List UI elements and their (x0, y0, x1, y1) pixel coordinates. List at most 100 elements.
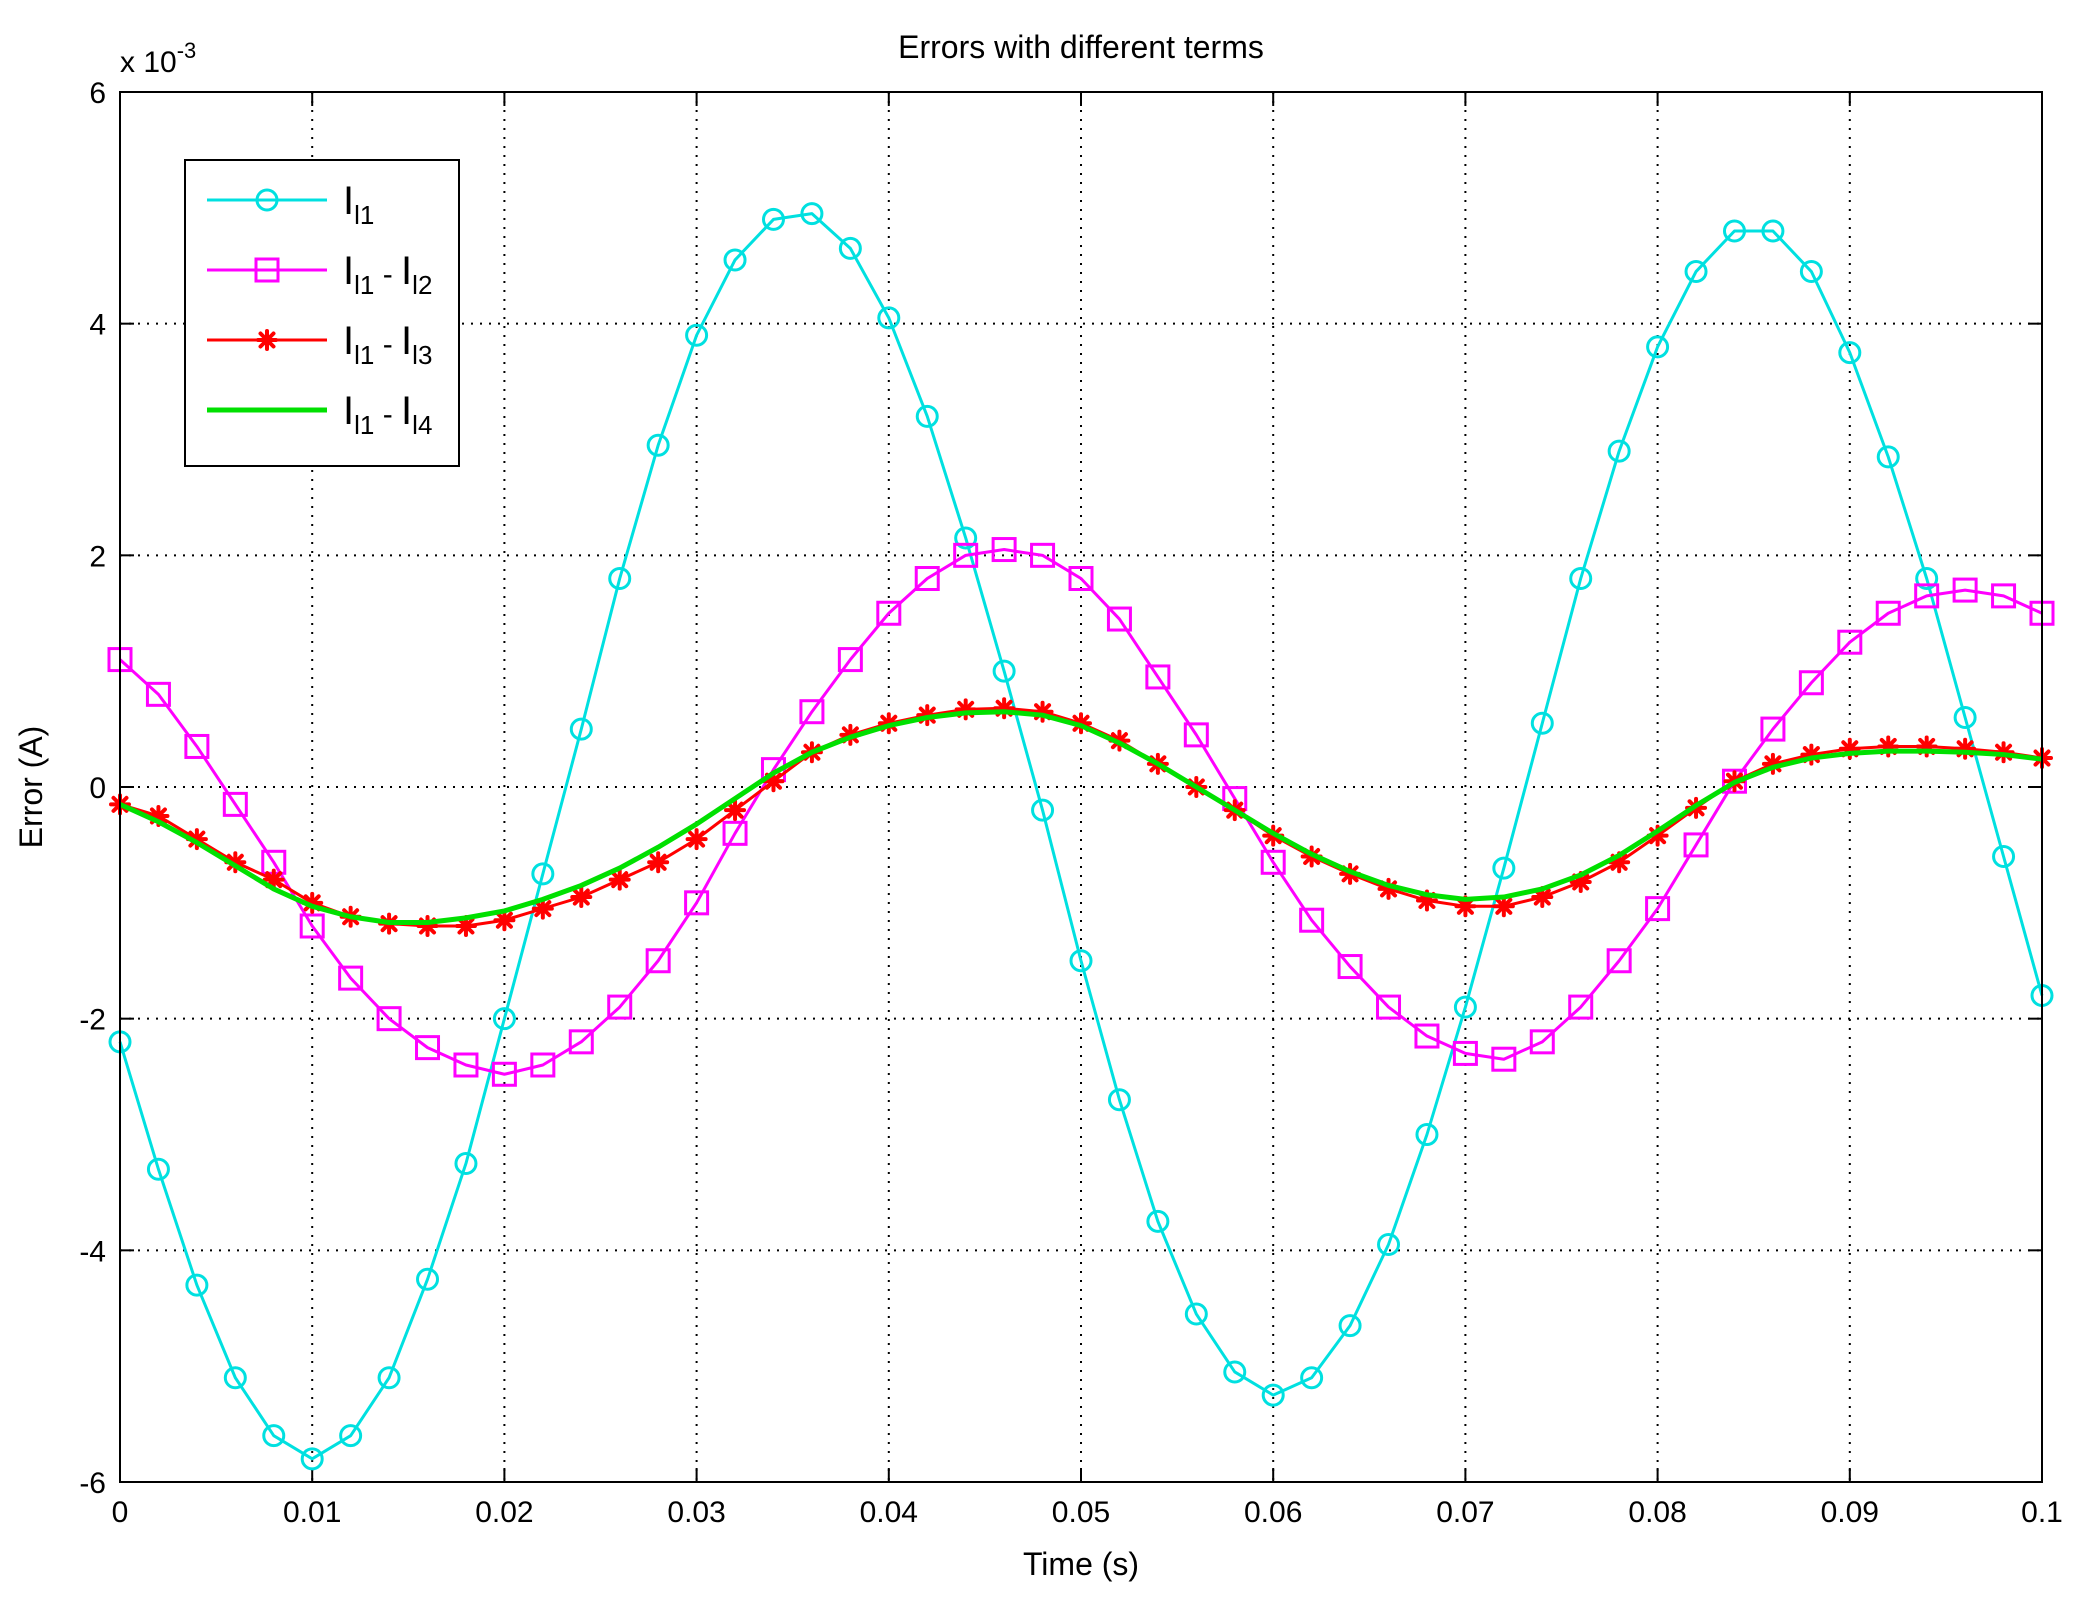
legend-subscript: l1 (354, 270, 374, 300)
data-point (339, 1424, 363, 1448)
data-point (723, 248, 747, 272)
legend-label: Il1 (343, 179, 374, 230)
legend-marker (254, 257, 280, 283)
series-1 (108, 202, 2054, 1471)
series-layer (107, 202, 2055, 1471)
data-point (1914, 583, 1940, 609)
data-point (1838, 341, 1862, 365)
data-point (1837, 629, 1863, 655)
star-stroke (258, 331, 276, 349)
y-exponent-label: x 10-3 (120, 38, 196, 79)
data-point (1184, 1302, 1208, 1326)
data-point (1569, 567, 1593, 590)
data-point (299, 913, 325, 939)
x-tick-label: 0.05 (1052, 1496, 1110, 1529)
data-point (493, 909, 516, 932)
data-point (415, 1035, 441, 1061)
data-point (1338, 1314, 1362, 1338)
data-point (1106, 606, 1132, 632)
plot-frame (119, 91, 2043, 1483)
data-point (722, 820, 748, 846)
data-point (1684, 260, 1708, 284)
data-point (145, 681, 171, 707)
x-tick-label: 0.07 (1436, 1496, 1494, 1529)
data-point (376, 1006, 402, 1032)
series-line (118, 212, 2044, 1461)
data-point (608, 868, 631, 891)
data-point (1991, 583, 2017, 609)
data-point (1068, 566, 1094, 591)
x-tick-label: 0.04 (860, 1496, 918, 1529)
data-point (1646, 335, 1670, 359)
data-point (1876, 445, 1900, 469)
series-4 (118, 709, 2043, 926)
star-stroke (534, 900, 552, 918)
data-point (1760, 716, 1786, 742)
y-tick-label: -6 (79, 1467, 106, 1500)
data-point (1606, 948, 1632, 974)
series-line (118, 709, 2043, 926)
data-point (838, 236, 862, 260)
data-point (1529, 1029, 1555, 1055)
data-point (146, 1157, 170, 1181)
data-point (991, 537, 1017, 563)
data-point (1414, 1023, 1440, 1049)
data-point (1722, 219, 1746, 243)
x-tick-label: 0 (112, 1496, 129, 1529)
star-stroke (1533, 888, 1551, 906)
data-point (954, 526, 978, 550)
x-tick-label: 0.1 (2021, 1496, 2063, 1529)
data-point (915, 404, 939, 428)
star-stroke (688, 830, 706, 848)
data-point (1799, 260, 1823, 284)
data-point (1607, 439, 1631, 463)
x-tick-label: 0.03 (667, 1496, 725, 1529)
legend-main-2: I (401, 389, 412, 433)
x-tick-label: 0.06 (1244, 1496, 1302, 1529)
star-stroke (495, 911, 513, 929)
legend-subscript: l1 (354, 340, 374, 370)
star-stroke (764, 772, 782, 790)
legend-main: I (343, 389, 354, 433)
data-point (530, 1052, 556, 1078)
data-point (645, 948, 671, 974)
x-tick-label: 0.02 (475, 1496, 533, 1529)
data-point (1376, 994, 1402, 1020)
data-point (761, 207, 785, 231)
data-point (1300, 1366, 1324, 1390)
data-point (1568, 994, 1594, 1020)
data-point (1452, 1040, 1478, 1066)
data-point (1031, 798, 1055, 822)
chart-title: Errors with different terms (898, 29, 1264, 65)
y-tick-label: 4 (89, 309, 106, 342)
data-point (646, 433, 670, 457)
data-point (1761, 219, 1785, 243)
star-stroke (1572, 873, 1590, 891)
star-stroke (726, 801, 744, 819)
data-point (222, 791, 248, 817)
x-tick-label: 0.01 (283, 1496, 341, 1529)
legend-subscript-2: l2 (412, 270, 432, 300)
legend-subscript: l1 (354, 410, 374, 440)
y-tick-label: -4 (79, 1235, 106, 1268)
data-point (570, 886, 593, 909)
data-point (724, 799, 747, 822)
legend-main-2: I (401, 249, 412, 293)
star-stroke (457, 917, 475, 935)
legend-main-2: I (401, 319, 412, 363)
legend-separator: - (374, 328, 401, 361)
data-point (1145, 664, 1171, 690)
data-point (607, 994, 633, 1020)
data-point (338, 965, 364, 991)
data-point (1645, 896, 1671, 922)
data-point (685, 323, 709, 347)
legend-marker (256, 329, 278, 351)
star-stroke (1495, 897, 1513, 915)
data-point (1069, 949, 1093, 973)
star-stroke (572, 888, 590, 906)
grid (120, 92, 2042, 1482)
data-point (416, 1267, 440, 1291)
data-point (1491, 1046, 1517, 1072)
